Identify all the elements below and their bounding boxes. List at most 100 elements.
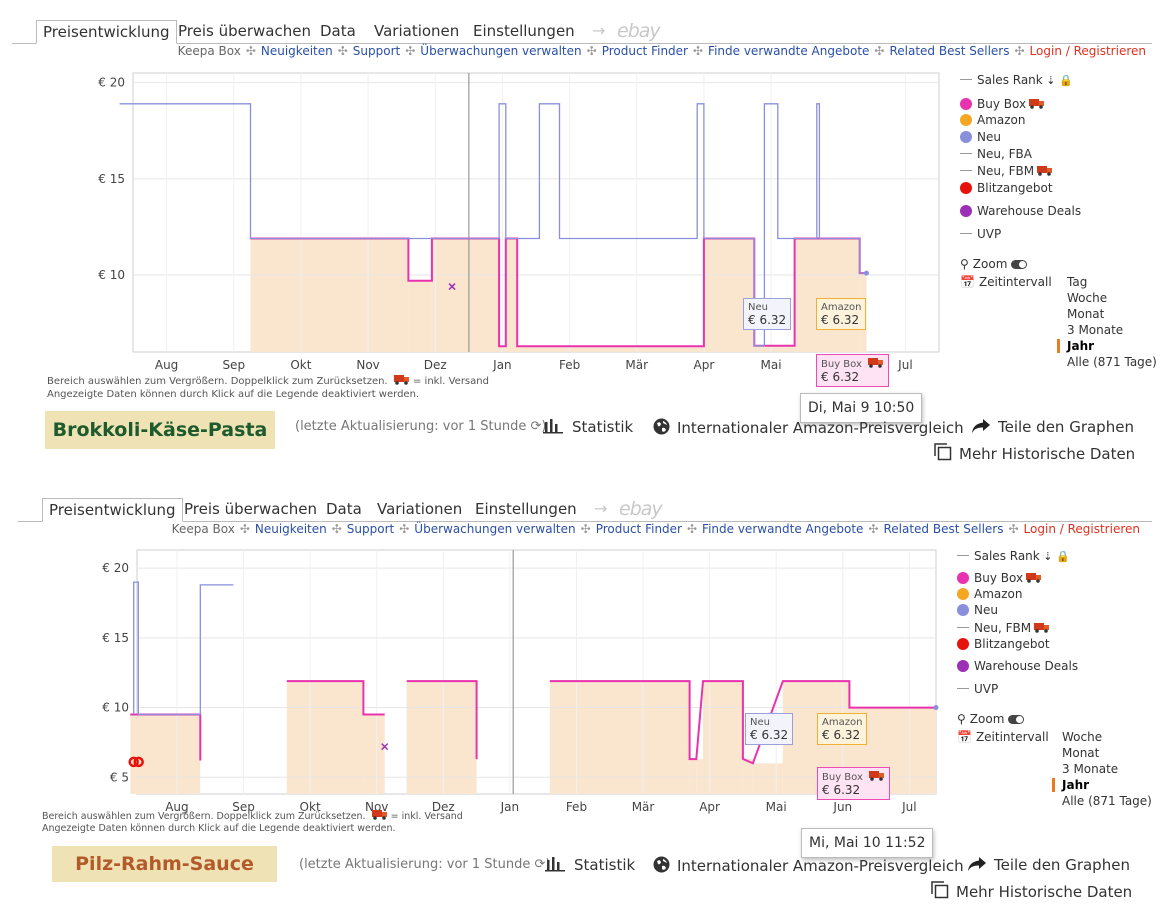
- link-keepa-box[interactable]: Keepa Box: [171, 522, 235, 536]
- warehouse-deal-marker: [448, 283, 456, 291]
- tab-preisentwicklung[interactable]: Preisentwicklung: [42, 498, 183, 522]
- interval-option-jahr[interactable]: Jahr: [1056, 339, 1095, 353]
- link-verwandte-angebote[interactable]: Finde verwandte Angebote: [708, 44, 870, 58]
- legend-item-neu-fba[interactable]: Neu, FBA: [960, 146, 1032, 162]
- last-update: (letzte Aktualisierung: vor 1 Stunde ⟳): [299, 857, 551, 872]
- link-product-finder[interactable]: Product Finder: [601, 44, 688, 58]
- tab-einstellungen[interactable]: Einstellungen: [473, 22, 575, 40]
- link-support[interactable]: Support: [346, 522, 395, 536]
- legend-item-buy-box[interactable]: Buy Box: [960, 96, 1045, 112]
- interval-option-3-monate[interactable]: 3 Monate: [1067, 323, 1124, 337]
- price-chart[interactable]: € 20 € 15 € 10 Aug Sep Okt Nov Dez Jan Feb Mär Apr M…: [0, 0, 1172, 465]
- price-chart[interactable]: € 20 € 15 € 10 € 5 Aug Sep Okt Nov Dez Jan Feb Mär A…: [0, 478, 1172, 915]
- legend-item-uvp[interactable]: UVP: [957, 681, 998, 697]
- interval-option-3-monate[interactable]: 3 Monate: [1062, 762, 1119, 776]
- x-tick-label: Sep: [232, 800, 255, 814]
- share-graph-button[interactable]: Teile den Graphen: [967, 856, 1130, 874]
- price-area-fill: [406, 681, 477, 794]
- international-compare-button[interactable]: Internationaler Amazon-Preisvergleich: [653, 856, 964, 875]
- y-tick-label: € 20: [98, 76, 125, 90]
- legend-item-neu-fbm[interactable]: Neu, FBM: [957, 620, 1050, 636]
- copy-icon: [934, 443, 952, 461]
- x-tick-label: Feb: [559, 358, 580, 372]
- tab-preis-ueberwachen[interactable]: Preis überwachen: [178, 22, 311, 40]
- tab-preisentwicklung[interactable]: Preisentwicklung: [36, 20, 177, 44]
- more-history-button[interactable]: Mehr Historische Daten: [934, 443, 1135, 463]
- arrow-right-icon: →: [592, 21, 606, 40]
- more-history-button[interactable]: Mehr Historische Daten: [931, 881, 1132, 901]
- price-area-fill: [250, 238, 409, 352]
- separator-icon: ✣: [399, 522, 410, 536]
- link-related-best-sellers[interactable]: Related Best Sellers: [883, 522, 1004, 536]
- truck-icon: [1029, 99, 1045, 109]
- link-neuigkeiten[interactable]: Neuigkeiten: [260, 44, 333, 58]
- interval-option-alle-871-tage[interactable]: Alle (871 Tage): [1062, 794, 1152, 808]
- refresh-icon[interactable]: ⟳): [534, 857, 551, 872]
- price-area-fill: [286, 681, 364, 794]
- y-tick-label: € 15: [102, 631, 129, 645]
- x-tick-label: Mär: [632, 800, 655, 814]
- link-login[interactable]: Login / Registrieren: [1023, 522, 1140, 536]
- tab-preis-ueberwachen[interactable]: Preis überwachen: [184, 500, 317, 518]
- legend-item-blitzangebot[interactable]: Blitzangebot: [957, 636, 1050, 652]
- tab-data[interactable]: Data: [320, 22, 356, 40]
- interval-option-monat[interactable]: Monat: [1067, 307, 1105, 321]
- chart-hint-line1: Bereich auswählen zum Vergrößern. Doppel…: [42, 811, 366, 822]
- link-neuigkeiten[interactable]: Neuigkeiten: [254, 522, 327, 536]
- legend-item-amazon[interactable]: Amazon: [957, 586, 1023, 602]
- copy-icon: [931, 881, 949, 899]
- separator-icon: ✣: [245, 44, 256, 58]
- link-login[interactable]: Login / Registrieren: [1029, 44, 1146, 58]
- interval-option-woche[interactable]: Woche: [1067, 291, 1108, 305]
- legend-item-buy-box[interactable]: Buy Box: [957, 570, 1042, 586]
- interval-option-jahr[interactable]: Jahr: [1051, 778, 1090, 792]
- legend-item-neu-fbm[interactable]: Neu, FBM: [960, 163, 1053, 179]
- tab-einstellungen[interactable]: Einstellungen: [475, 500, 577, 518]
- statistics-button[interactable]: Statistik: [543, 418, 633, 436]
- tab-data[interactable]: Data: [326, 500, 362, 518]
- x-tick-label: Feb: [566, 800, 587, 814]
- legend-item-warehouse-deals[interactable]: Warehouse Deals: [957, 658, 1078, 674]
- legend-dot-icon: [960, 114, 972, 126]
- sort-lock-icon[interactable]: ⇣ 🔒: [1039, 550, 1070, 563]
- legend-item-uvp[interactable]: UVP: [960, 226, 1001, 242]
- sort-lock-icon[interactable]: ⇣ 🔒: [1042, 74, 1073, 87]
- link-support[interactable]: Support: [352, 44, 401, 58]
- share-graph-button[interactable]: Teile den Graphen: [971, 418, 1134, 436]
- legend-line-icon: [960, 153, 972, 154]
- legend-item-sales-rank[interactable]: Sales Rank ⇣ 🔒: [960, 72, 1073, 88]
- international-compare-button[interactable]: Internationaler Amazon-Preisvergleich: [653, 418, 964, 437]
- zoom-toggle[interactable]: ⚲ Zoom: [957, 711, 1025, 727]
- tab-variationen[interactable]: Variationen: [377, 500, 463, 518]
- legend-item-amazon[interactable]: Amazon: [960, 112, 1026, 128]
- link-keepa-box[interactable]: Keepa Box: [177, 44, 241, 58]
- legend-item-neu[interactable]: Neu: [960, 129, 1001, 145]
- legend-label: Neu, FBM: [974, 621, 1032, 635]
- interval-option-monat[interactable]: Monat: [1062, 746, 1100, 760]
- link-ueberwachungen[interactable]: Überwachungen verwalten: [414, 522, 576, 536]
- legend-dot-icon: [957, 660, 969, 672]
- zoom-toggle[interactable]: ⚲ Zoom: [960, 256, 1028, 272]
- link-product-finder[interactable]: Product Finder: [595, 522, 682, 536]
- interval-option-alle-871-tage[interactable]: Alle (871 Tage): [1067, 355, 1157, 369]
- series-line-neu: [133, 581, 234, 716]
- tab-ebay[interactable]: ebay: [617, 20, 661, 42]
- legend-item-blitzangebot[interactable]: Blitzangebot: [960, 180, 1053, 196]
- link-ueberwachungen[interactable]: Überwachungen verwalten: [420, 44, 582, 58]
- legend-item-warehouse-deals[interactable]: Warehouse Deals: [960, 203, 1081, 219]
- price-area-fill: [517, 346, 698, 352]
- legend-item-neu[interactable]: Neu: [957, 602, 998, 618]
- refresh-icon[interactable]: ⟳): [530, 419, 547, 434]
- legend-label: Sales Rank: [974, 549, 1040, 563]
- link-related-best-sellers[interactable]: Related Best Sellers: [889, 44, 1010, 58]
- interval-option-woche[interactable]: Woche: [1062, 730, 1103, 744]
- link-verwandte-angebote[interactable]: Finde verwandte Angebote: [702, 522, 864, 536]
- interval-option-tag[interactable]: Tag: [1067, 275, 1088, 289]
- x-tick-label: Jul: [897, 358, 912, 372]
- price-area-fill: [383, 714, 385, 794]
- legend-dot-icon: [960, 182, 972, 194]
- tab-variationen[interactable]: Variationen: [374, 22, 460, 40]
- legend-item-sales-rank[interactable]: Sales Rank ⇣ 🔒: [957, 548, 1070, 564]
- tab-ebay[interactable]: ebay: [619, 498, 663, 520]
- statistics-button[interactable]: Statistik: [545, 856, 635, 874]
